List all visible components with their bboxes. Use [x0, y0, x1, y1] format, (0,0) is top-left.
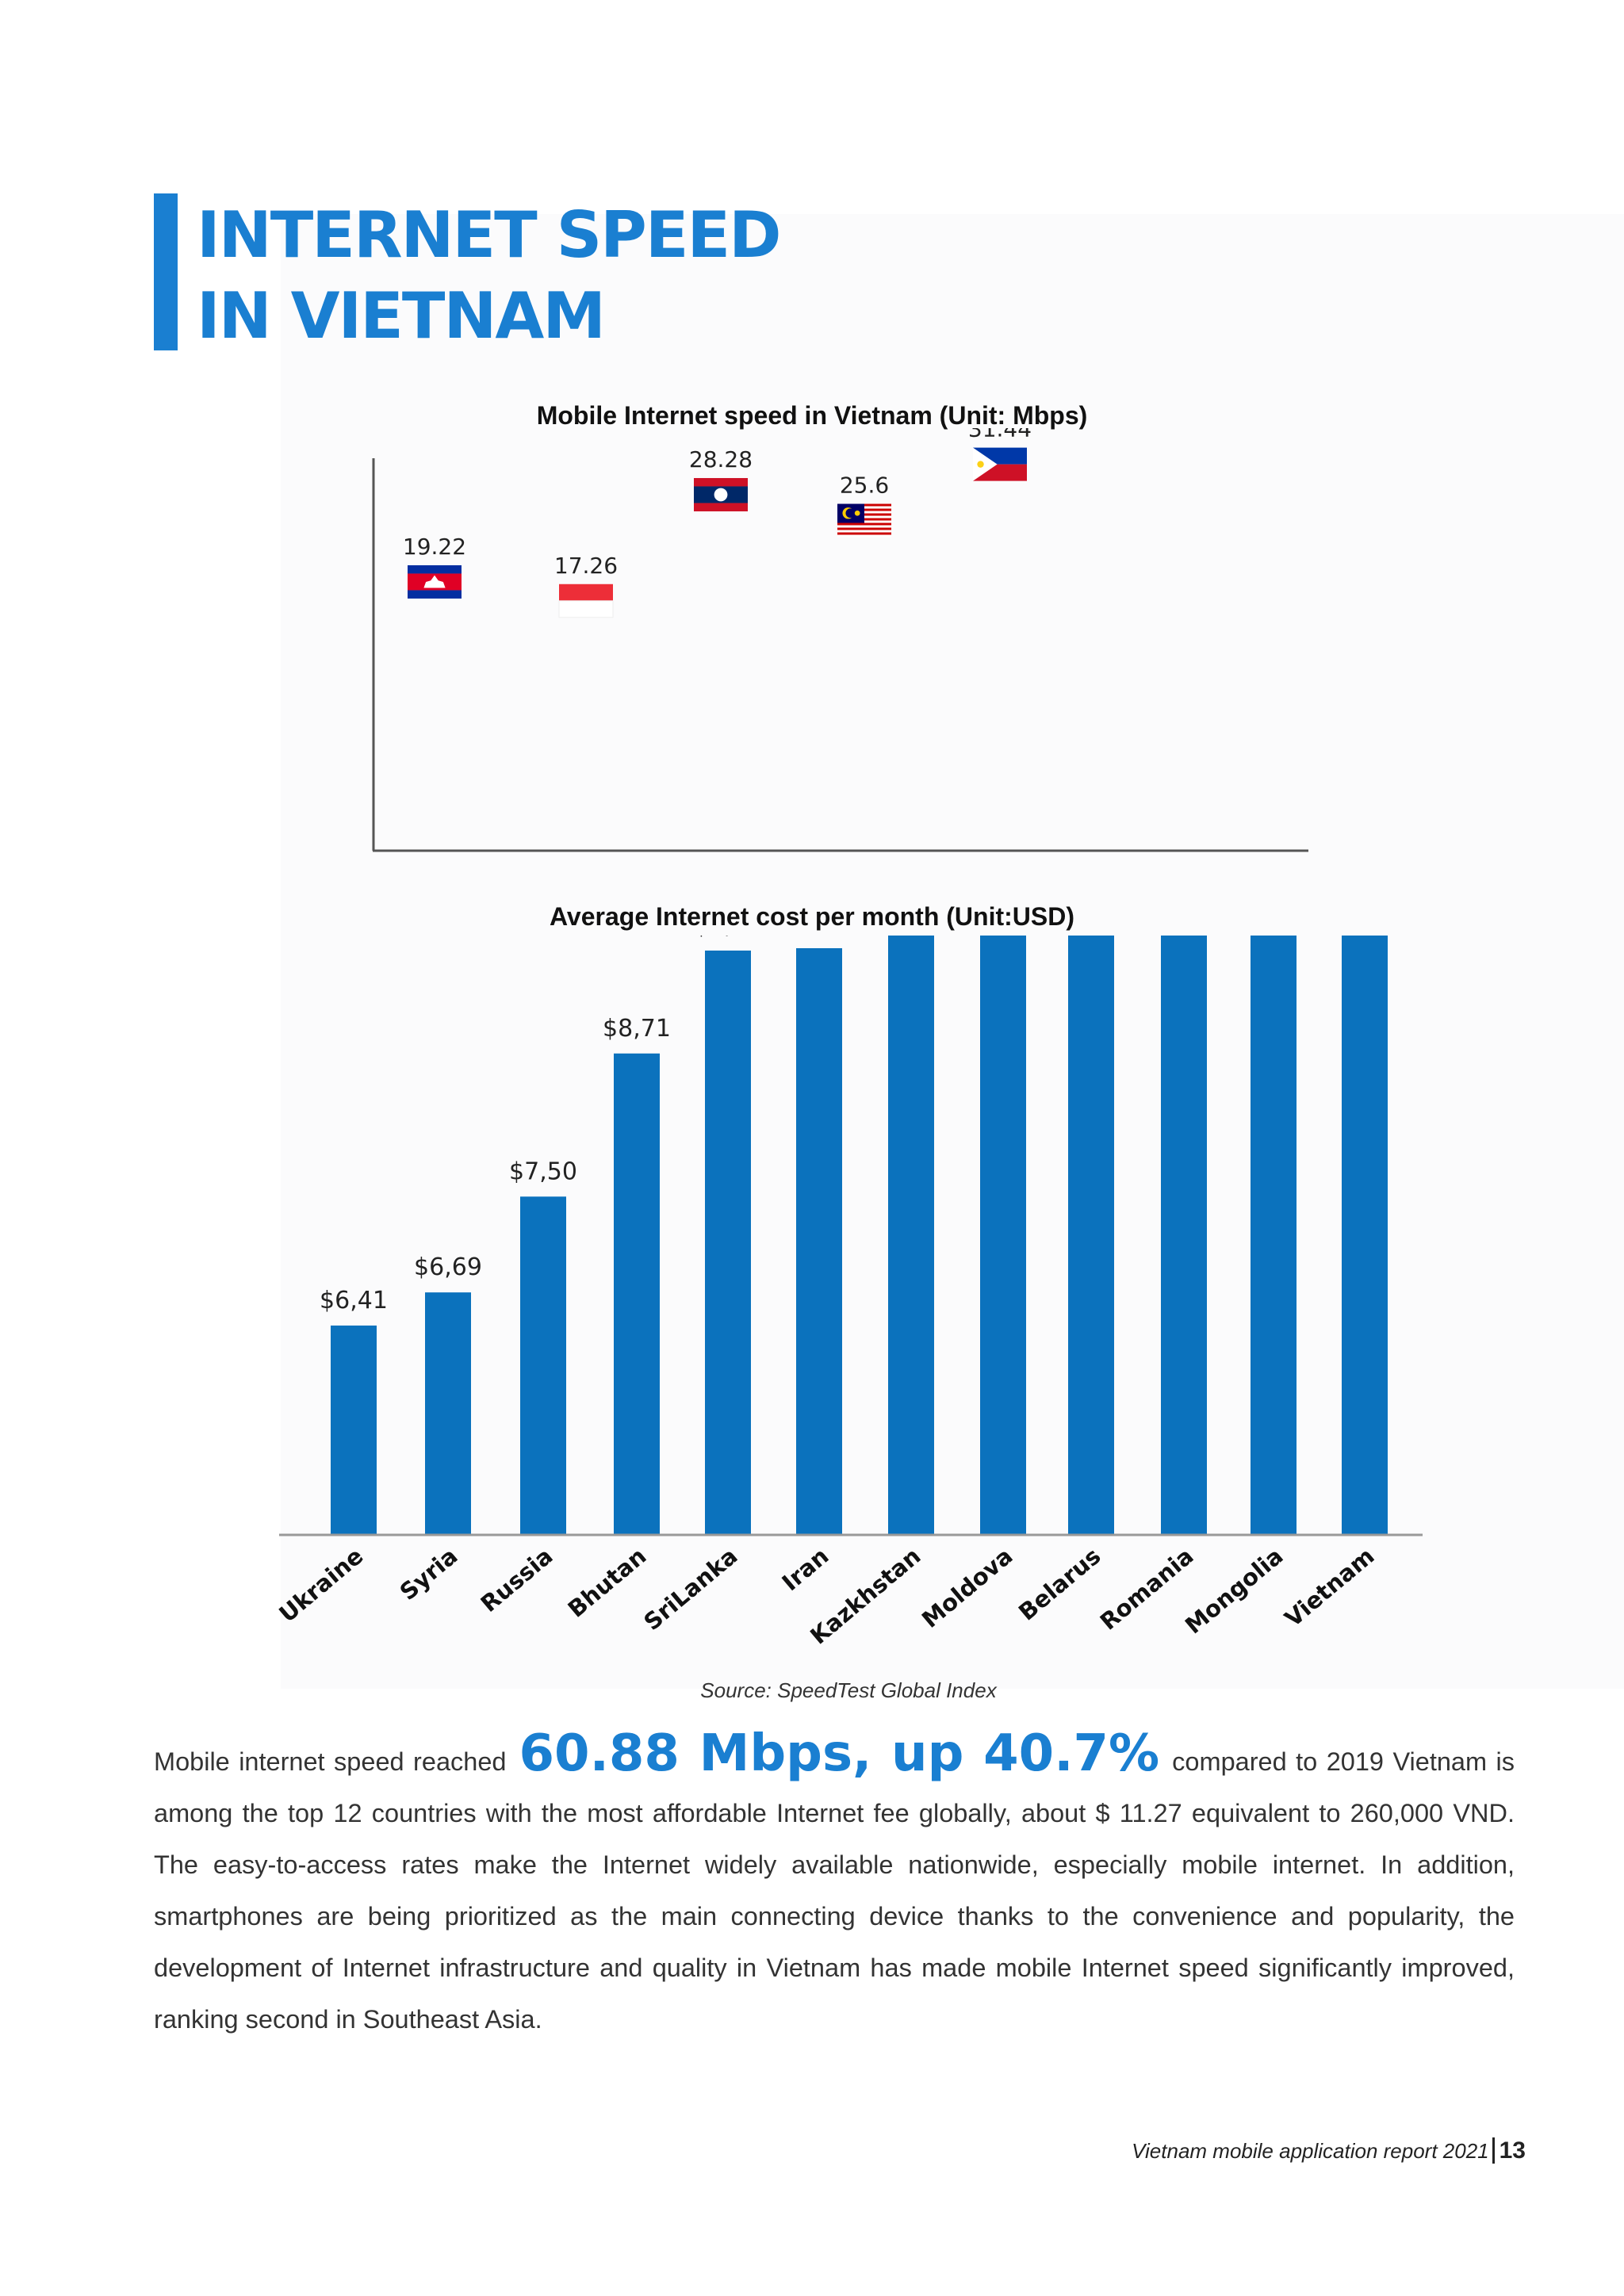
body-text-intro: Mobile internet speed reached	[154, 1747, 507, 1776]
cambodia-flag	[408, 564, 462, 599]
cost-value-label: $6,69	[414, 1253, 482, 1281]
indonesia-flag	[558, 584, 614, 618]
footer-report-title: Vietnam mobile application report 2021	[1132, 2139, 1489, 2163]
speed-value-label: 25.6	[840, 473, 889, 499]
title-accent-bar	[154, 193, 178, 350]
cost-bar	[705, 950, 751, 1535]
speed-highlight: 60.88 Mbps, up 40.7%	[519, 1724, 1160, 1783]
cost-value-label: $6,41	[320, 1287, 388, 1314]
cost-value-label: $7,50	[509, 1158, 577, 1185]
cost-bar	[888, 936, 934, 1535]
cost-value-label: $9,60	[785, 936, 853, 937]
cost-category-label: Russia	[476, 1542, 558, 1617]
cost-bar	[1342, 936, 1388, 1535]
cost-bar	[614, 1053, 660, 1535]
body-text-rest: compared to 2019 Vietnam is among the to…	[154, 1747, 1515, 2034]
cost-category-label: Moldova	[917, 1542, 1017, 1633]
cost-chart-title: Average Internet cost per month (Unit:US…	[550, 902, 1074, 931]
page-title-line-1: INTERNET SPEED	[197, 198, 782, 272]
cost-bar	[425, 1292, 471, 1535]
cost-category-label: Ukraine	[274, 1542, 368, 1628]
cost-bar	[980, 936, 1026, 1535]
speed-value-label: 19.22	[403, 534, 466, 560]
cost-category-label: Mongolia	[1180, 1542, 1288, 1639]
cost-value-label: $8,71	[603, 1015, 671, 1043]
cost-bar	[1161, 936, 1207, 1535]
laos-flag	[694, 477, 748, 511]
cost-bar	[331, 1325, 377, 1535]
cost-bar	[796, 947, 842, 1535]
cost-value-label: $9,58	[694, 936, 762, 939]
body-paragraph: Mobile internet speed reached 60.88 Mbps,…	[154, 1728, 1515, 2045]
page-title-line-2: IN VIETNAM	[197, 279, 606, 353]
speed-value-label: 31.44	[968, 428, 1032, 442]
cost-bar	[1068, 936, 1114, 1535]
cost-category-label: Bhutan	[563, 1542, 652, 1623]
cost-category-label: Syria	[395, 1542, 463, 1605]
philippines-flag	[973, 447, 1027, 481]
cost-category-label: Belarus	[1013, 1542, 1105, 1625]
speed-value-label: 28.28	[689, 446, 753, 473]
cost-chart: $6,41 Ukraine $6,69 Syria $7,50 Russia $8,71 Bh…	[274, 936, 1423, 1650]
speed-value-label: 17.26	[554, 553, 618, 579]
cost-bar	[520, 1196, 566, 1535]
content-panel	[281, 214, 1624, 1689]
source-note: Source: SpeedTest Global Index	[700, 1678, 997, 1702]
page-title: INTERNET SPEED IN VIETNAM	[197, 195, 782, 357]
speed-chart-title: Mobile Internet speed in Vietnam (Unit: …	[536, 401, 1088, 430]
page-footer: Vietnam mobile application report 2021 13	[1132, 2137, 1526, 2164]
cost-category-label: Iran	[777, 1542, 834, 1596]
malaysia-flag	[837, 503, 891, 538]
cost-category-label: SriLanka	[638, 1542, 742, 1636]
cost-category-label: Vietnam	[1280, 1542, 1380, 1632]
page-number: 13	[1492, 2137, 1526, 2164]
cost-bar	[1251, 936, 1297, 1535]
